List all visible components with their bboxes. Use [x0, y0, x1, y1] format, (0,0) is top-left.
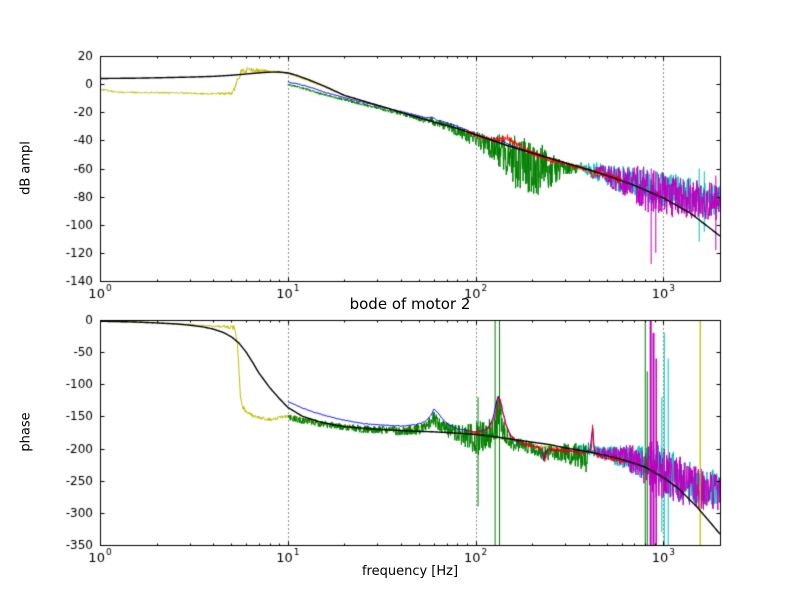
phase-y-axis-label: phase	[18, 412, 34, 452]
figure-title: bode of motor 2	[349, 295, 471, 313]
magnitude-y-axis-label: dB ampl	[18, 141, 34, 195]
x-axis-label: frequency [Hz]	[361, 564, 459, 579]
